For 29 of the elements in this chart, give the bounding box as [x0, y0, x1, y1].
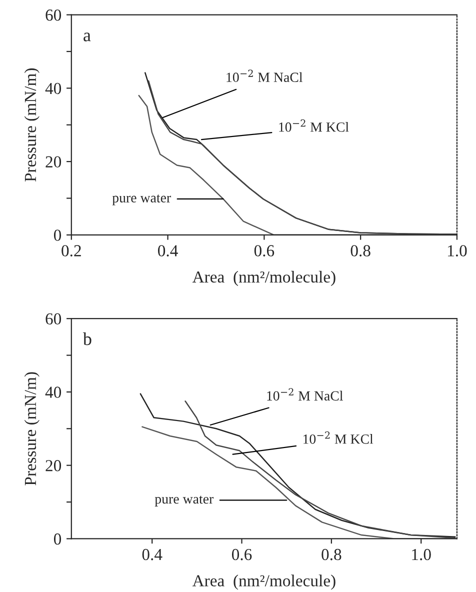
y-tick-label: 60: [46, 10, 62, 21]
y-tick-label: 20: [46, 460, 62, 472]
x-tick-label: 0.4: [142, 548, 162, 560]
x-axis-title: Area (nm²/molecule): [192, 574, 336, 590]
y-tick-label: 0: [54, 230, 62, 241]
y-axis-title: Pressure (mN/m): [24, 68, 40, 182]
annotation: 10$^{−2}$ M NaCl: [267, 388, 343, 401]
x-tick-label: 1.0: [412, 548, 431, 560]
y-tick-label: 40: [45, 386, 62, 398]
x-tick-label: 1.0: [448, 245, 467, 256]
x-tick-label: 0.2: [62, 245, 81, 256]
y-tick-label: 20: [46, 156, 62, 168]
y-axis-title: Pressure (mN/m): [24, 372, 40, 486]
x-tick-label: 0.4: [158, 245, 178, 256]
annotation: b: [82, 332, 92, 346]
x-tick-label: 0.8: [322, 548, 342, 560]
x-tick-label: 0.6: [254, 245, 274, 256]
x-axis-title: Area (nm²/molecule): [192, 270, 336, 286]
x-tick-label: 0.8: [350, 245, 370, 256]
annotation: 10$^{−2}$ M NaCl: [226, 70, 303, 82]
annotation: a: [84, 32, 91, 42]
annotation: 10$^{−2}$ M KCl: [279, 119, 349, 132]
y-tick-label: 60: [46, 313, 62, 325]
y-tick-label: 0: [54, 533, 62, 545]
x-tick-label: 0.6: [232, 548, 252, 560]
annotation: 10$^{−2}$ M KCl: [303, 431, 374, 444]
y-tick-label: 40: [45, 82, 62, 94]
annotation: pure water: [154, 496, 214, 506]
annotation: pure water: [112, 194, 171, 206]
